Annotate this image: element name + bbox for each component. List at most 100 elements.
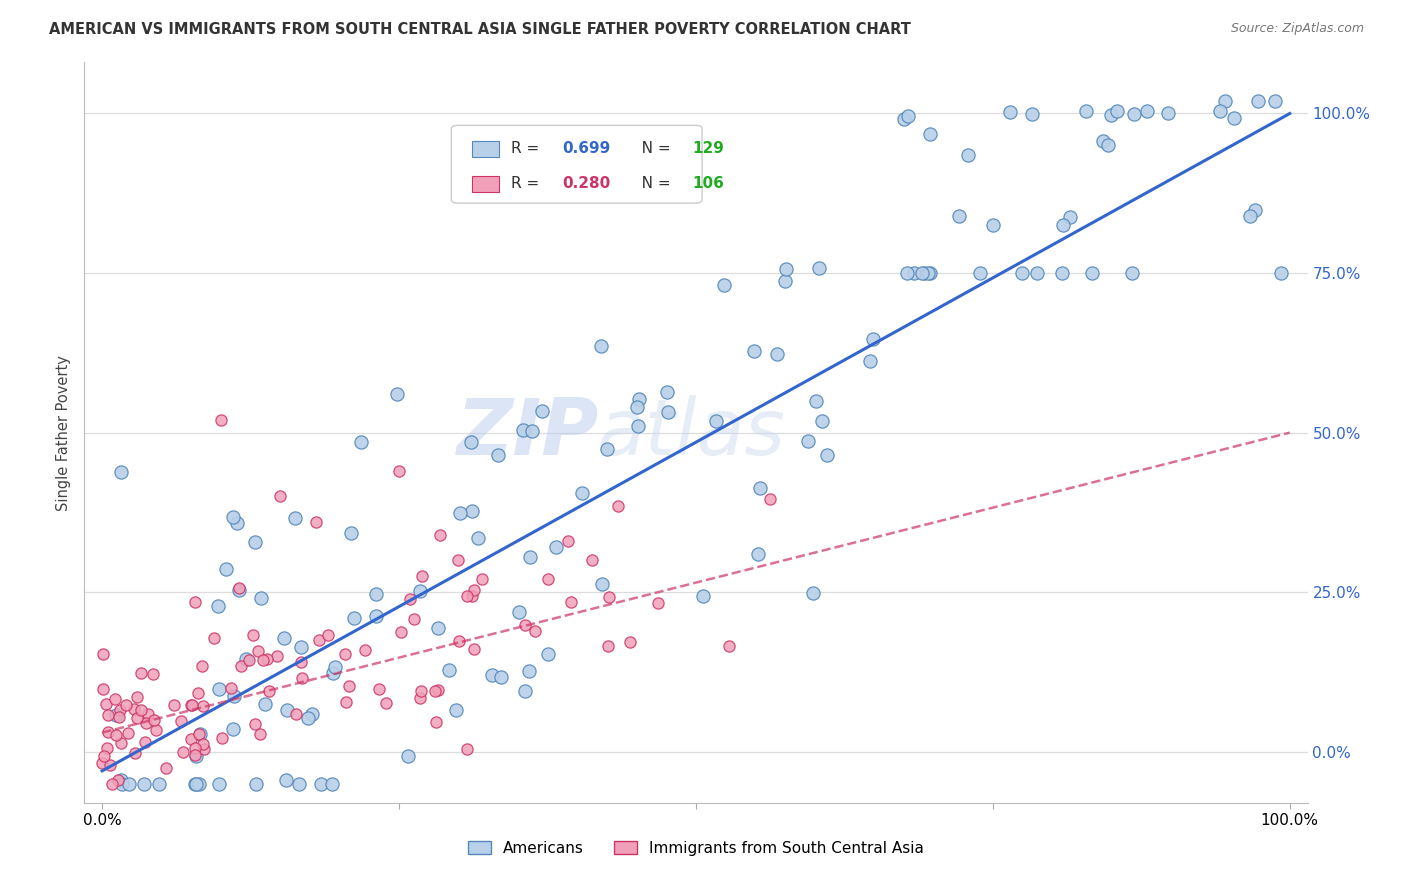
Point — [1209, 104, 1232, 119]
Point — [544, 541, 567, 555]
Point — [254, 697, 277, 711]
Point — [425, 715, 447, 730]
Point — [208, 777, 231, 791]
Text: 129: 129 — [692, 141, 724, 156]
Point — [145, 723, 167, 738]
Point — [581, 553, 603, 567]
Point — [388, 464, 411, 478]
Point — [437, 663, 460, 677]
Point — [243, 716, 266, 731]
Point — [111, 777, 134, 791]
Text: N =: N = — [627, 141, 676, 156]
Point — [471, 573, 494, 587]
Point — [893, 112, 915, 127]
Point — [155, 761, 177, 775]
Point — [107, 710, 129, 724]
Point — [1059, 210, 1081, 224]
Legend: Americans, Immigrants from South Central Asia: Americans, Immigrants from South Central… — [461, 835, 931, 862]
Point — [143, 713, 166, 727]
Point — [311, 777, 333, 791]
Text: N =: N = — [627, 177, 676, 192]
Point — [718, 639, 741, 653]
Point — [426, 621, 449, 635]
Point — [808, 261, 831, 276]
Point — [801, 586, 824, 600]
Point — [110, 466, 132, 480]
Point — [184, 741, 207, 756]
Point — [537, 572, 560, 586]
Point — [188, 726, 211, 740]
Point — [238, 653, 260, 667]
Point — [222, 722, 245, 736]
Point — [404, 612, 426, 626]
Point — [250, 591, 273, 605]
Point — [713, 277, 735, 292]
Point — [222, 510, 245, 524]
Point — [398, 591, 420, 606]
Text: AMERICAN VS IMMIGRANTS FROM SOUTH CENTRAL ASIA SINGLE FATHER POVERTY CORRELATION: AMERICAN VS IMMIGRANTS FROM SOUTH CENTRA… — [49, 22, 911, 37]
Point — [91, 647, 114, 661]
Point — [463, 642, 485, 657]
Point — [366, 609, 388, 624]
Point — [742, 343, 765, 358]
Point — [124, 746, 146, 760]
Point — [249, 727, 271, 741]
Point — [187, 727, 209, 741]
Point — [118, 777, 141, 791]
Point — [284, 706, 307, 721]
Point — [170, 714, 193, 728]
Point — [257, 684, 280, 698]
Point — [335, 695, 357, 709]
Point — [903, 266, 925, 280]
Point — [184, 777, 207, 791]
Point — [486, 448, 509, 462]
Point — [1081, 266, 1104, 280]
Point — [520, 425, 543, 439]
Point — [110, 736, 132, 750]
Point — [321, 777, 343, 791]
Point — [409, 583, 432, 598]
Point — [692, 589, 714, 603]
Point — [209, 413, 232, 427]
Point — [191, 737, 214, 751]
Point — [323, 660, 346, 674]
Point — [333, 647, 356, 661]
Point — [1052, 219, 1074, 233]
Point — [316, 628, 339, 642]
Point — [957, 147, 980, 161]
Point — [513, 684, 536, 698]
Point — [366, 587, 388, 601]
Point — [628, 392, 651, 406]
Point — [530, 404, 553, 418]
Point — [1213, 94, 1236, 108]
Point — [104, 692, 127, 706]
Point — [180, 698, 202, 712]
Point — [93, 681, 115, 696]
Point — [228, 583, 250, 598]
Point — [387, 387, 409, 401]
Point — [222, 689, 245, 703]
Point — [796, 434, 818, 449]
FancyBboxPatch shape — [472, 176, 499, 192]
Point — [423, 684, 446, 698]
Point — [447, 553, 470, 567]
Point — [897, 109, 920, 123]
Point — [368, 682, 391, 697]
Point — [607, 500, 630, 514]
Point — [124, 702, 146, 716]
Point — [481, 668, 503, 682]
Point — [460, 589, 482, 603]
Point — [389, 624, 412, 639]
Point — [117, 725, 139, 739]
Point — [1136, 104, 1159, 119]
Point — [291, 671, 314, 685]
Point — [322, 666, 344, 681]
Point — [136, 707, 159, 722]
Point — [228, 581, 250, 595]
Point — [180, 731, 202, 746]
Point — [704, 414, 727, 428]
Point — [107, 773, 129, 788]
Point — [290, 655, 312, 669]
Point — [489, 670, 512, 684]
Point — [183, 748, 205, 763]
